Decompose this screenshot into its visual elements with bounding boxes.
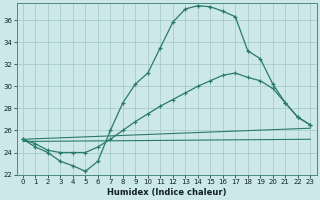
- X-axis label: Humidex (Indice chaleur): Humidex (Indice chaleur): [107, 188, 226, 197]
